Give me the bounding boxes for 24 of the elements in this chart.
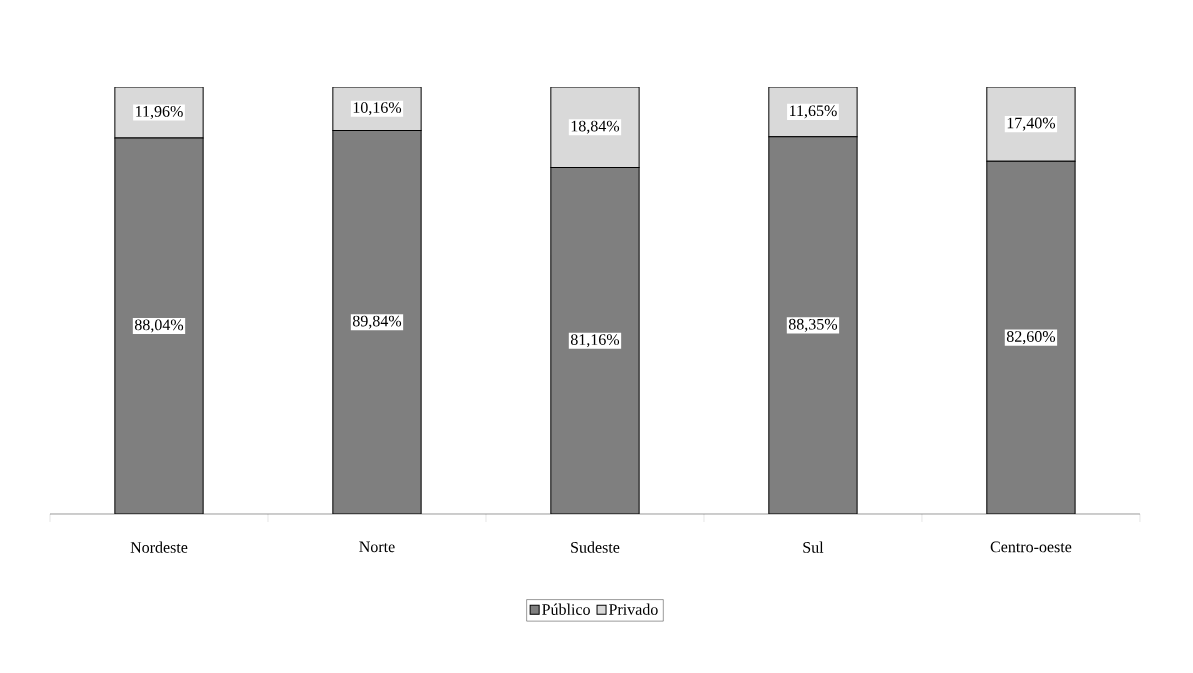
bar	[550, 87, 640, 168]
data-label: 88,35%	[788, 318, 838, 332]
bar	[986, 160, 1076, 514]
data-label: 81,16%	[570, 334, 620, 348]
bar	[986, 87, 1076, 162]
data-label: 82,60%	[1006, 331, 1056, 345]
x-tick-label: Norte	[359, 541, 395, 553]
x-tick-label: Sul	[803, 541, 824, 553]
bar	[768, 136, 858, 514]
data-label: 18,84%	[571, 120, 620, 134]
data-label: 11,96%	[136, 105, 183, 120]
x-tick-label: Sudeste	[571, 541, 620, 553]
data-label: 89,84%	[352, 315, 402, 329]
data-label: 10,16%	[353, 102, 402, 116]
data-label: 11,65%	[790, 105, 837, 119]
bar	[550, 166, 640, 514]
bar	[332, 129, 422, 514]
data-label: 88,04%	[134, 319, 184, 333]
x-tick-label: Nordeste	[130, 541, 188, 553]
legend-label: Privado	[608, 603, 658, 615]
x-tick-label: Centro-oeste	[990, 541, 1072, 553]
bar	[114, 137, 204, 514]
data-label: 17,40%	[1007, 117, 1056, 131]
legend-label: Público	[542, 603, 590, 615]
